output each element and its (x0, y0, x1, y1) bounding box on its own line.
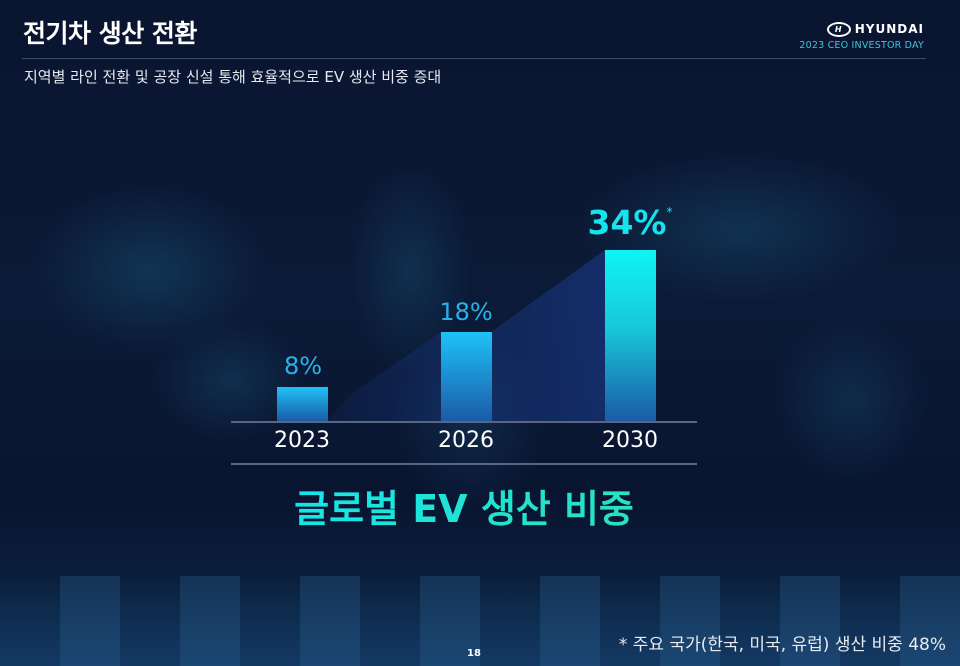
page-number: 18 (467, 648, 481, 659)
header-divider (22, 58, 926, 59)
brand-name: HYUNDAI (854, 22, 924, 36)
value-label-2030: 34%* (570, 203, 690, 242)
value-label-2026: 18% (439, 298, 493, 326)
bar-2026 (441, 332, 492, 421)
slide-subtitle: 지역별 라인 전환 및 공장 신설 통해 효율적으로 EV 생산 비중 증대 (24, 68, 442, 86)
value-2030: 34% (587, 203, 667, 242)
footnote-marker: * (666, 205, 673, 219)
hyundai-logo: H HYUNDAI (799, 22, 924, 37)
footnote: * 주요 국가(한국, 미국, 유럽) 생산 비중 48% (618, 635, 946, 655)
caption-divider (231, 463, 697, 465)
x-tick-2023: 2023 (274, 428, 330, 453)
bar-2023 (277, 387, 328, 421)
floor-grid-decoration (0, 576, 960, 666)
x-axis-line (231, 421, 697, 423)
value-label-2023: 8% (283, 352, 323, 380)
bar-2030 (605, 250, 656, 421)
chart-caption: 글로벌 EV 생산 비중 (231, 478, 697, 533)
x-tick-2026: 2026 (438, 428, 494, 453)
slide-title: 전기차 생산 전환 (23, 19, 197, 48)
brand-block: H HYUNDAI 2023 CEO INVESTOR DAY (799, 22, 924, 51)
hyundai-emblem-icon: H (826, 22, 851, 37)
event-name: 2023 CEO INVESTOR DAY (799, 40, 924, 51)
x-tick-2030: 2030 (602, 428, 658, 453)
